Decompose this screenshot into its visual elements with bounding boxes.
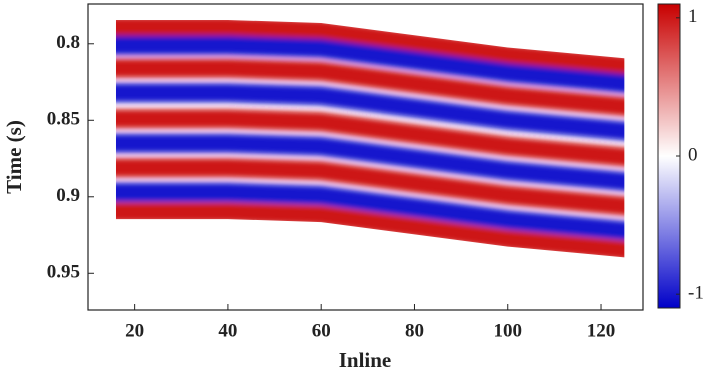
band-line xyxy=(115,35,625,95)
band-line xyxy=(115,19,625,76)
band-line xyxy=(115,182,625,241)
x-tick-label: 120 xyxy=(587,320,616,341)
band xyxy=(115,35,625,95)
seismic-image xyxy=(115,19,625,258)
x-tick-label: 20 xyxy=(125,320,144,341)
plot-frame xyxy=(87,3,644,311)
band xyxy=(115,158,625,217)
x-axis-label: Inline xyxy=(339,348,392,372)
band xyxy=(115,133,625,192)
y-tick-label: 0.95 xyxy=(47,262,80,283)
y-tick-label: 0.85 xyxy=(47,109,80,130)
band xyxy=(115,202,625,258)
band xyxy=(115,58,625,117)
band xyxy=(115,83,625,142)
colorbar-tick-label: 0 xyxy=(688,144,698,165)
y-tick-label: 0.9 xyxy=(56,185,80,206)
colorbar-tick-label: 1 xyxy=(688,6,698,27)
band-line xyxy=(115,133,625,192)
band-line xyxy=(115,109,625,168)
x-tick-label: 60 xyxy=(312,320,331,341)
band xyxy=(115,19,625,76)
y-axis-label: Time (s) xyxy=(2,120,26,194)
band-group xyxy=(115,19,625,258)
x-tick-label: 40 xyxy=(218,320,237,341)
x-tick-label: 100 xyxy=(493,320,522,341)
band-line xyxy=(115,83,625,142)
band-line xyxy=(115,58,625,117)
band xyxy=(115,109,625,168)
band xyxy=(115,182,625,241)
y-tick-label: 0.8 xyxy=(56,32,80,53)
x-tick-label: 80 xyxy=(405,320,424,341)
colorbar-tick-label: -1 xyxy=(688,283,704,304)
band-line xyxy=(115,202,625,258)
band-line xyxy=(115,158,625,217)
